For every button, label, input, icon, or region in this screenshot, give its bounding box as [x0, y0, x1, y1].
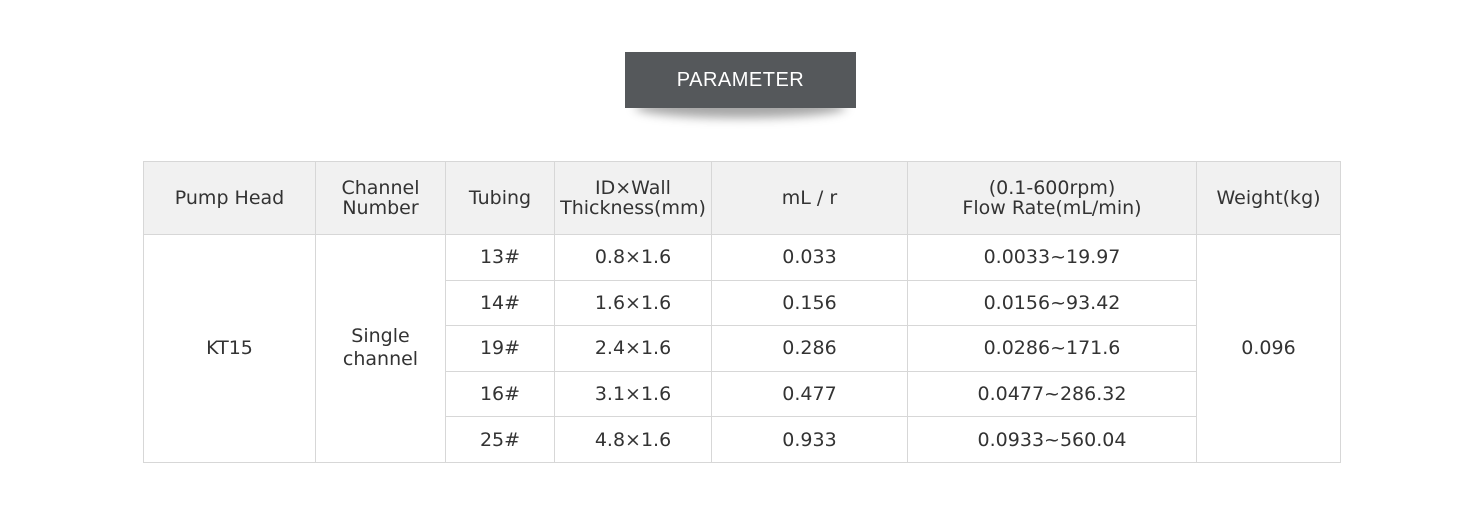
- cell-channel-line1: Single: [351, 325, 410, 348]
- header-tubing-label: Tubing: [468, 187, 532, 209]
- cell-flow-rate: 0.0477~286.32: [907, 370, 1197, 418]
- cell-tubing: 25#: [445, 416, 555, 463]
- table-row: 25# 4.8×1.6 0.933 0.0933~560.04: [144, 416, 1341, 463]
- header-flow-rate-line2: Flow Rate(mL/min): [962, 197, 1142, 219]
- header-pump-head: Pump Head: [143, 161, 316, 235]
- cell-id-wall: 1.6×1.6: [554, 279, 712, 327]
- header-flow-rate: (0.1-600rpm) Flow Rate(mL/min): [907, 161, 1197, 235]
- cell-ml-r: 0.477: [711, 370, 908, 418]
- header-channel-number-line1: Channel: [341, 177, 420, 199]
- cell-flow-rate: 0.0156~93.42: [907, 279, 1197, 327]
- cell-tubing: 14#: [445, 279, 555, 327]
- cell-id-wall: 3.1×1.6: [554, 370, 712, 418]
- cell-id-wall: 4.8×1.6: [554, 416, 712, 463]
- cell-ml-r: 0.933: [711, 416, 908, 463]
- header-pump-head-label: Pump Head: [174, 187, 285, 209]
- table-header-row: Pump Head Channel Number Tubing ID×Wall …: [143, 161, 1341, 235]
- header-channel-number: Channel Number: [315, 161, 446, 235]
- cell-flow-rate: 0.0033~19.97: [907, 234, 1197, 281]
- cell-channel-line2: channel: [342, 348, 419, 371]
- header-id-wall-line2: Thickness(mm): [560, 197, 706, 219]
- header-tubing: Tubing: [445, 161, 555, 235]
- header-channel-number-line2: Number: [342, 197, 419, 219]
- cell-ml-r: 0.156: [711, 279, 908, 327]
- cell-pump-head: KT15: [143, 234, 316, 463]
- cell-channel-number: Single channel: [315, 234, 446, 463]
- header-weight-label: Weight(kg): [1216, 187, 1321, 209]
- cell-tubing: 16#: [445, 370, 555, 418]
- header-weight: Weight(kg): [1196, 161, 1341, 235]
- parameter-banner: PARAMETER: [625, 52, 856, 118]
- cell-tubing: 13#: [445, 234, 555, 281]
- cell-tubing: 19#: [445, 325, 555, 372]
- cell-id-wall: 0.8×1.6: [554, 234, 712, 281]
- header-ml-per-r-label: mL / r: [781, 187, 838, 209]
- cell-ml-r: 0.286: [711, 325, 908, 372]
- table-row: KT15 Single channel 13# 0.8×1.6 0.033 0.…: [143, 234, 1341, 463]
- parameter-table: Pump Head Channel Number Tubing ID×Wall …: [143, 161, 1341, 463]
- header-id-wall-line1: ID×Wall: [595, 177, 671, 199]
- cell-id-wall: 2.4×1.6: [554, 325, 712, 372]
- cell-ml-r: 0.033: [711, 234, 908, 281]
- table-row: 14# 1.6×1.6 0.156 0.0156~93.42: [144, 279, 1341, 327]
- table-row: 19# 2.4×1.6 0.286 0.0286~171.6: [144, 325, 1341, 372]
- header-ml-per-r: mL / r: [711, 161, 908, 235]
- header-flow-rate-line1: (0.1-600rpm): [988, 177, 1116, 199]
- header-id-wall: ID×Wall Thickness(mm): [554, 161, 712, 235]
- banner-title: PARAMETER: [625, 52, 856, 108]
- cell-weight: 0.096: [1196, 234, 1341, 463]
- cell-flow-rate: 0.0933~560.04: [907, 416, 1197, 463]
- table-row: 16# 3.1×1.6 0.477 0.0477~286.32: [144, 370, 1341, 418]
- cell-flow-rate: 0.0286~171.6: [907, 325, 1197, 372]
